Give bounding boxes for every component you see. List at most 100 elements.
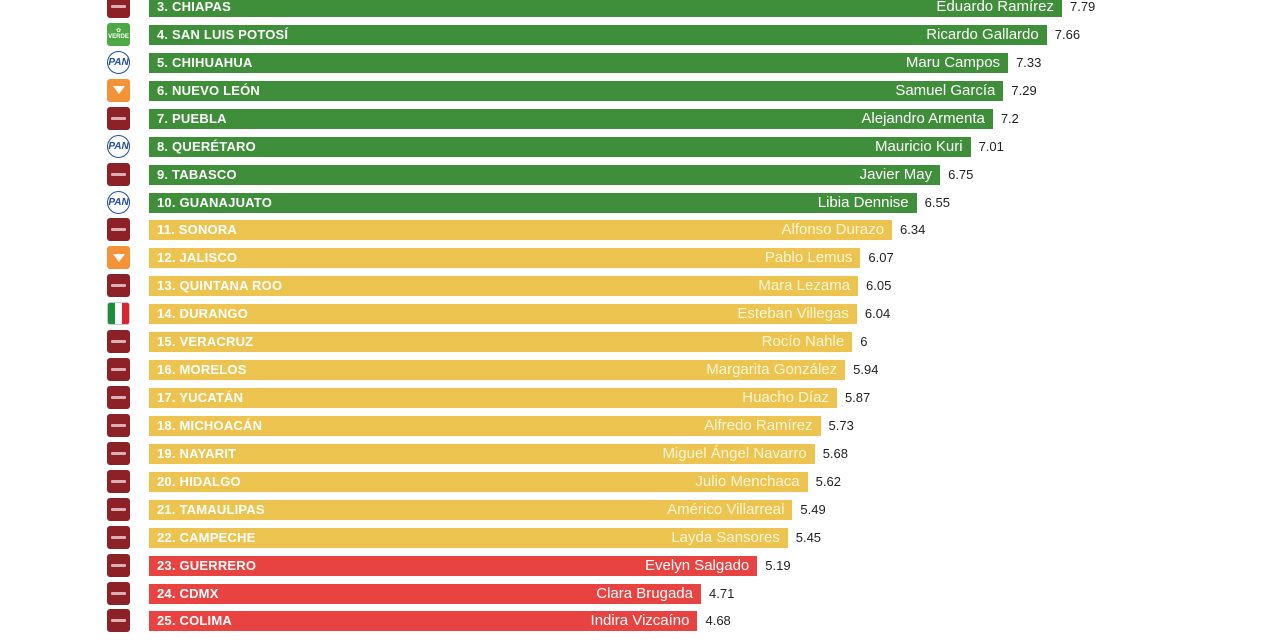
chart-bar: 4. SAN LUIS POTOSÍ Ricardo Gallardo [149, 24, 1047, 45]
chart-row: 25. COLIMA Indira Vizcaíno 4.68 [0, 607, 1280, 635]
state-label: 8. QUERÉTARO [157, 138, 256, 154]
chart-row: 9. TABASCO Javier May 6.75 [0, 161, 1280, 189]
chart-row: 16. MORELOS Margarita González 5.94 [0, 356, 1280, 384]
morena-logo-icon [107, 497, 130, 521]
state-label: 23. GUERRERO [157, 557, 257, 573]
chart-row: 19. NAYARIT Miguel Ángel Navarro 5.68 [0, 440, 1280, 468]
chart-bar: 16. MORELOS Margarita González [149, 360, 846, 381]
morena-logo-icon [107, 581, 130, 605]
state-label: 12. JALISCO [157, 250, 238, 266]
state-label: 9. TABASCO [157, 166, 237, 182]
score-data-label: 6.05 [866, 278, 892, 294]
morena-logo-icon [107, 162, 130, 186]
governor-label: Mara Lezama [758, 277, 851, 295]
morena-logo-icon [107, 441, 130, 465]
chart-bar: 12. JALISCO Pablo Lemus [149, 248, 861, 269]
morena-logo-icon [107, 330, 130, 354]
movimiento-ciudadano-logo-icon [107, 78, 130, 102]
chart-bar: 18. MICHOACÁN Alfredo Ramírez [149, 415, 821, 436]
chart-row: 24. CDMX Clara Brugada 4.71 [0, 580, 1280, 608]
state-label: 17. YUCATÁN [157, 390, 244, 406]
governor-label: Pablo Lemus [764, 249, 853, 267]
chart-row: 13. QUINTANA ROO Mara Lezama 6.05 [0, 272, 1280, 300]
chart-bar: 6. NUEVO LEÓN Samuel García [149, 80, 1004, 101]
chart-bar: 17. YUCATÁN Huacho Díaz [149, 388, 837, 409]
score-data-label: 5.62 [815, 473, 841, 489]
morena-logo-icon [107, 525, 130, 549]
morena-logo-icon [107, 218, 130, 242]
state-label: 14. DURANGO [157, 306, 249, 322]
chart-bar: 10. GUANAJUATO Libia Dennise [149, 192, 917, 213]
chart-row: 18. MICHOACÁN Alfredo Ramírez 5.73 [0, 412, 1280, 440]
governor-label: Alejandro Armenta [861, 109, 985, 127]
governor-label: Javier May [859, 165, 933, 183]
governor-label: Layda Sansores [671, 528, 780, 546]
score-data-label: 5.87 [844, 390, 871, 406]
chart-bar: 13. QUINTANA ROO Mara Lezama [149, 276, 859, 297]
chart-bar: 14. DURANGO Esteban Villegas [149, 304, 857, 325]
chart-row: 21. TAMAULIPAS Américo Villarreal 5.49 [0, 496, 1280, 524]
state-label: 4. SAN LUIS POTOSÍ [157, 26, 289, 42]
chart-bar: 11. SONORA Alfonso Durazo [149, 220, 893, 241]
governor-label: Rocío Nahle [761, 333, 845, 351]
pan-logo-icon: PAN [107, 190, 130, 214]
chart-row: 6. NUEVO LEÓN Samuel García 7.29 [0, 77, 1280, 105]
score-data-label: 7.01 [978, 138, 1004, 154]
state-label: 24. CDMX [157, 585, 219, 601]
morena-logo-icon [107, 386, 130, 410]
governor-label: Margarita González [706, 361, 838, 379]
morena-logo-icon [107, 106, 130, 130]
chart-row: 12. JALISCO Pablo Lemus 6.07 [0, 244, 1280, 272]
chart-bar: 25. COLIMA Indira Vizcaíno [149, 611, 698, 632]
chart-row: 7. PUEBLA Alejandro Armenta 7.2 [0, 105, 1280, 133]
chart-row: ✿ VERDE 4. SAN LUIS POTOSÍ Ricardo Gallardo… [0, 21, 1280, 49]
state-label: 7. PUEBLA [157, 110, 227, 126]
chart-row: 11. SONORA Alfonso Durazo 6.34 [0, 216, 1280, 244]
chart-bar: 20. HIDALGO Julio Menchaca [149, 471, 808, 492]
governor-label: Clara Brugada [596, 584, 693, 602]
chart-row: 22. CAMPECHE Layda Sansores 5.45 [0, 524, 1280, 552]
chart-bar: 15. VERACRUZ Rocío Nahle [149, 332, 853, 353]
state-label: 3. CHIAPAS [157, 0, 231, 14]
governor-label: Ricardo Gallardo [926, 25, 1039, 43]
governor-label: Miguel Ángel Navarro [662, 444, 807, 462]
state-label: 13. QUINTANA ROO [157, 278, 283, 294]
governor-label: Esteban Villegas [737, 305, 849, 323]
chart-bar: 21. TAMAULIPAS Américo Villarreal [149, 499, 793, 520]
score-data-label: 5.45 [795, 529, 822, 545]
morena-logo-icon [107, 553, 130, 577]
score-data-label: 5.19 [765, 557, 791, 573]
score-data-label: 5.68 [822, 445, 848, 461]
governor-label: Indira Vizcaíno [590, 612, 690, 630]
chart-row: PAN 8. QUERÉTARO Mauricio Kuri 7.01 [0, 133, 1280, 161]
state-label: 20. HIDALGO [157, 473, 241, 489]
score-data-label: 7.33 [1016, 54, 1042, 70]
state-label: 5. CHIHUAHUA [157, 54, 253, 70]
state-label: 10. GUANAJUATO [157, 194, 273, 210]
chart-bar: 7. PUEBLA Alejandro Armenta [149, 108, 993, 129]
chart-row: 23. GUERRERO Evelyn Salgado 5.19 [0, 552, 1280, 580]
score-data-label: 5.73 [828, 417, 854, 433]
morena-logo-icon [107, 609, 130, 633]
score-data-label: 7.2 [1000, 110, 1019, 126]
pan-logo-icon: PAN [107, 50, 130, 74]
governor-label: Evelyn Salgado [645, 556, 750, 574]
state-label: 19. NAYARIT [157, 445, 237, 461]
score-data-label: 4.68 [705, 613, 731, 629]
score-data-label: 7.79 [1069, 0, 1096, 14]
morena-logo-icon [107, 274, 130, 298]
morena-logo-icon [107, 0, 130, 18]
state-label: 6. NUEVO LEÓN [157, 82, 261, 98]
score-data-label: 7.66 [1054, 26, 1081, 42]
chart-bar: 9. TABASCO Javier May [149, 164, 941, 185]
governor-label: Alfredo Ramírez [704, 416, 813, 434]
score-data-label: 6.07 [868, 250, 894, 266]
pan-logo-icon: PAN [107, 134, 130, 158]
chart-row: 14. DURANGO Esteban Villegas 6.04 [0, 300, 1280, 328]
chart-row: 20. HIDALGO Julio Menchaca 5.62 [0, 468, 1280, 496]
governor-label: Alfonso Durazo [781, 221, 885, 239]
score-data-label: 6.55 [924, 194, 950, 210]
governor-label: Samuel García [895, 81, 996, 99]
governor-label: Huacho Díaz [742, 389, 829, 407]
